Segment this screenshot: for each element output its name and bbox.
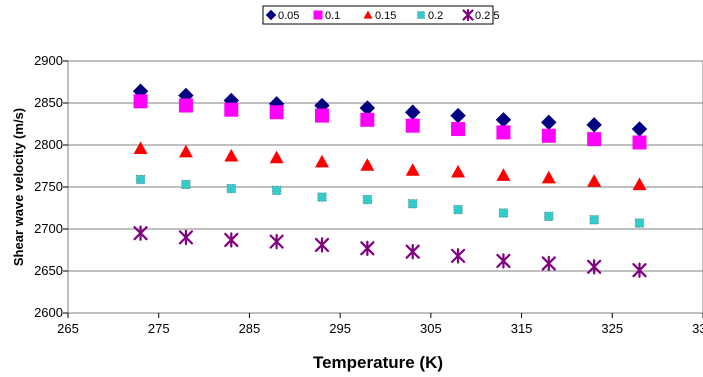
data-point (544, 211, 554, 222)
x-tick-label: 315 (511, 321, 533, 336)
data-point (360, 112, 375, 127)
legend-marker (462, 8, 474, 22)
data-point (632, 262, 647, 278)
x-axis-title: Temperature (K) (313, 353, 443, 372)
data-point (315, 108, 329, 123)
data-point (133, 141, 148, 154)
x-tick-label: 325 (601, 321, 623, 336)
data-point (405, 118, 420, 133)
data-point (496, 253, 511, 269)
legend-label: 0.1 (325, 10, 340, 22)
data-point (632, 135, 647, 150)
data-point (135, 174, 146, 185)
y-axis-ticks: 2600 2650 2700 2750 2800 2850 2900 (34, 53, 68, 320)
data-point (317, 192, 327, 202)
series-3 (133, 141, 647, 191)
legend-label: 0.05 (278, 10, 299, 22)
data-point (541, 255, 556, 272)
data-point (178, 144, 193, 158)
y-tick-label: 2650 (34, 263, 63, 278)
data-point (360, 158, 375, 171)
data-point (451, 122, 466, 137)
data-point (587, 174, 602, 187)
y-tick-label: 2750 (34, 179, 63, 194)
legend: 0.05 0.1 0.15 0.2 0.2 5 (262, 5, 499, 25)
data-point (133, 225, 148, 241)
data-point (498, 208, 509, 218)
data-point (178, 229, 194, 246)
y-tick-label: 2850 (34, 95, 63, 110)
x-tick-label: 295 (329, 321, 351, 336)
x-axis-ticks: 265 275 285 295 305 315 325 335 (57, 313, 703, 336)
data-point (314, 237, 330, 253)
data-point (224, 232, 239, 248)
data-point (587, 259, 602, 275)
legend-item: 0.2 5 (462, 8, 499, 22)
data-point (362, 194, 372, 205)
data-point (269, 150, 284, 164)
data-point (224, 148, 239, 162)
legend-label: 0.2 5 (475, 10, 499, 22)
data-point (586, 117, 602, 133)
data-point (408, 199, 418, 209)
y-tick-label: 2700 (34, 221, 63, 236)
y-tick-label: 2800 (34, 137, 63, 152)
data-point (405, 163, 420, 176)
data-point (269, 233, 284, 250)
data-point (589, 215, 599, 225)
x-tick-label: 265 (57, 321, 79, 336)
data-point (541, 128, 556, 143)
data-point (496, 125, 511, 140)
x-tick-label: 335 (692, 321, 703, 336)
data-point (269, 105, 284, 120)
data-point (226, 184, 236, 194)
y-tick-label: 2600 (34, 305, 63, 320)
data-markers (132, 83, 648, 278)
legend-item: 0.15 (363, 10, 396, 22)
legend-marker (363, 10, 373, 19)
x-tick-label: 305 (420, 321, 442, 336)
data-point (133, 94, 148, 109)
legend-marker (265, 9, 277, 21)
series-2 (133, 94, 647, 150)
data-point (181, 179, 191, 190)
y-axis-title: Shear wave velocity (m/s) (11, 108, 26, 266)
data-point (178, 98, 193, 113)
data-point (634, 218, 645, 228)
legend-label: 0.15 (375, 10, 396, 22)
data-point (541, 170, 556, 184)
legend-item: 0.1 (313, 10, 340, 22)
x-tick-label: 285 (239, 321, 261, 336)
legend-marker (417, 11, 425, 19)
data-point (451, 164, 466, 178)
y-tick-label: 2900 (34, 53, 63, 68)
series-5 (133, 225, 647, 278)
data-point (272, 185, 282, 195)
data-point (496, 168, 511, 181)
legend-item: 0.05 (265, 9, 299, 22)
series-4 (135, 174, 645, 228)
data-point (224, 102, 239, 117)
data-point (360, 240, 375, 257)
data-point (450, 248, 466, 264)
x-tick-label: 275 (148, 321, 170, 336)
legend-label: 0.2 (428, 10, 443, 22)
data-point (453, 205, 463, 215)
legend-marker (313, 10, 323, 20)
legend-item: 0.2 (417, 10, 443, 22)
data-point (405, 243, 420, 260)
data-point (587, 132, 602, 147)
data-point (632, 177, 647, 191)
data-point (315, 154, 329, 168)
